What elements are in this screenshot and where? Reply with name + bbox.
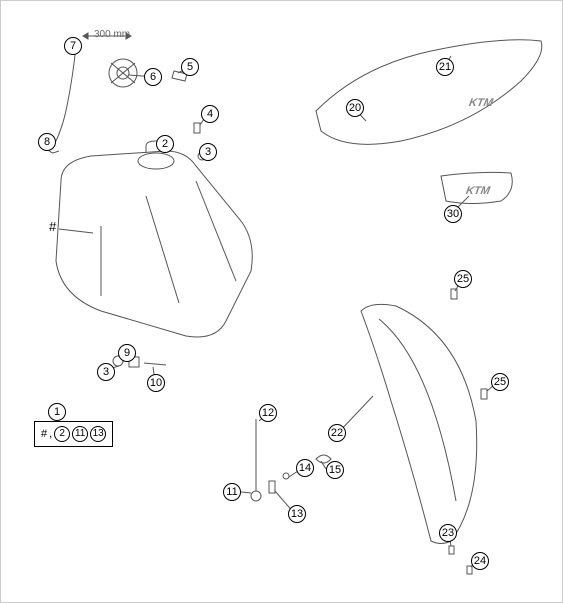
callout-25-top: 25: [454, 270, 472, 288]
callout-24: 24: [471, 552, 489, 570]
callout-2: 2: [156, 135, 174, 153]
callout-22: 22: [328, 424, 346, 442]
group-hash: #: [41, 428, 47, 440]
group-item-11: 11: [72, 426, 88, 442]
callout-13: 13: [288, 505, 306, 523]
callout-1: 1: [48, 403, 66, 421]
callout-20: 20: [346, 99, 364, 117]
dimension-label: 300 mm: [94, 29, 130, 40]
ktm-logo-plate: KTM: [465, 185, 491, 197]
callout-9: 9: [118, 344, 136, 362]
callout-4: 4: [201, 105, 219, 123]
callout-7: 7: [64, 37, 82, 55]
callout-group-box: # , 2 11 13: [34, 421, 113, 447]
callout-5: 5: [181, 58, 199, 76]
callout-15: 15: [326, 461, 344, 479]
ktm-logo-seat: KTM: [468, 97, 494, 109]
callout-12: 12: [259, 404, 277, 422]
callout-3-top: 3: [199, 143, 217, 161]
callout-14: 14: [296, 459, 314, 477]
callout-3-bottom: 3: [97, 363, 115, 381]
callout-10: 10: [147, 374, 165, 392]
hash-symbol: #: [49, 219, 56, 234]
callout-23: 23: [439, 524, 457, 542]
callout-25-bottom: 25: [491, 373, 509, 391]
diagram-lines: [1, 1, 563, 604]
group-comma: ,: [49, 428, 52, 440]
callout-11: 11: [223, 483, 241, 501]
callout-21: 21: [436, 58, 454, 76]
group-item-2: 2: [54, 426, 70, 442]
group-item-13: 13: [90, 426, 106, 442]
callout-8: 8: [38, 133, 56, 151]
callout-30: 30: [444, 205, 462, 223]
callout-6: 6: [144, 68, 162, 86]
